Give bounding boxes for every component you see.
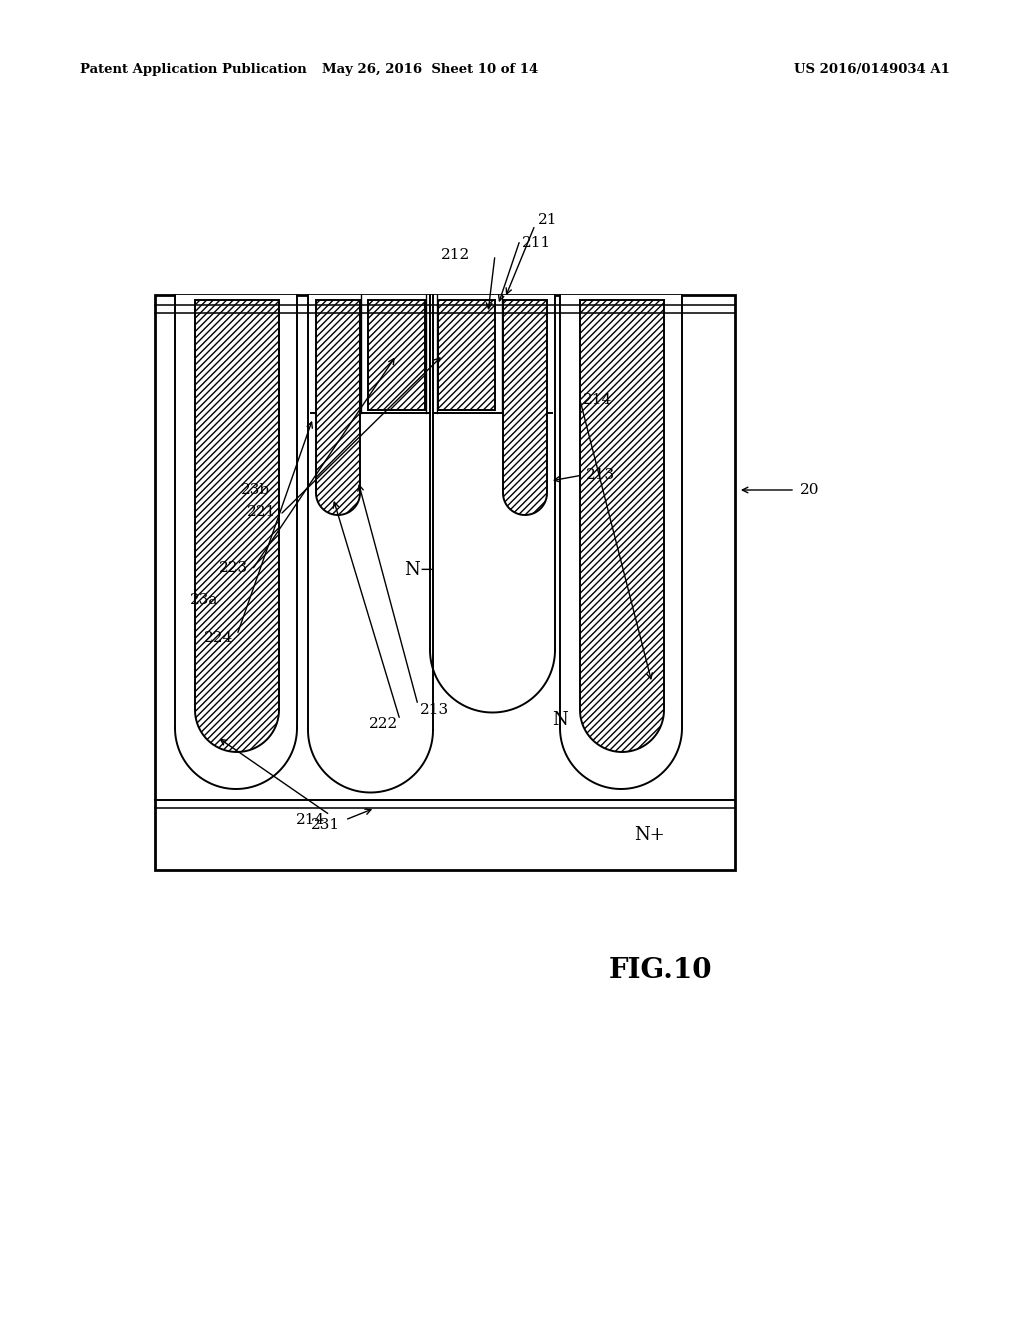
Text: 213: 213 — [586, 469, 615, 482]
Text: 223: 223 — [219, 561, 248, 576]
Polygon shape — [308, 294, 433, 792]
Text: 224: 224 — [204, 631, 233, 645]
Text: Patent Application Publication: Patent Application Publication — [80, 63, 307, 77]
Text: 23a: 23a — [189, 593, 218, 607]
Polygon shape — [430, 294, 555, 713]
Bar — [368, 300, 425, 411]
Text: 21: 21 — [538, 213, 557, 227]
Polygon shape — [560, 294, 682, 789]
Text: 221: 221 — [247, 506, 276, 519]
Text: 20: 20 — [800, 483, 819, 498]
Text: N: N — [552, 711, 568, 729]
Bar — [155, 294, 735, 870]
Polygon shape — [503, 300, 547, 515]
Text: May 26, 2016  Sheet 10 of 14: May 26, 2016 Sheet 10 of 14 — [322, 63, 539, 77]
Text: 213: 213 — [420, 704, 450, 717]
Polygon shape — [175, 294, 297, 789]
Polygon shape — [316, 300, 360, 515]
Polygon shape — [195, 300, 279, 752]
Text: 212: 212 — [440, 248, 470, 261]
Text: 222: 222 — [369, 717, 398, 731]
Text: 214: 214 — [583, 393, 612, 407]
Text: 23b: 23b — [241, 483, 270, 498]
Text: 214: 214 — [296, 813, 325, 828]
Text: FIG.10: FIG.10 — [608, 957, 712, 983]
Polygon shape — [580, 300, 664, 752]
Text: N+: N+ — [635, 826, 666, 843]
Text: US 2016/0149034 A1: US 2016/0149034 A1 — [795, 63, 950, 77]
Text: 231: 231 — [311, 818, 340, 832]
Bar — [438, 300, 495, 411]
Text: N−: N− — [404, 561, 435, 579]
Text: 211: 211 — [522, 236, 551, 249]
